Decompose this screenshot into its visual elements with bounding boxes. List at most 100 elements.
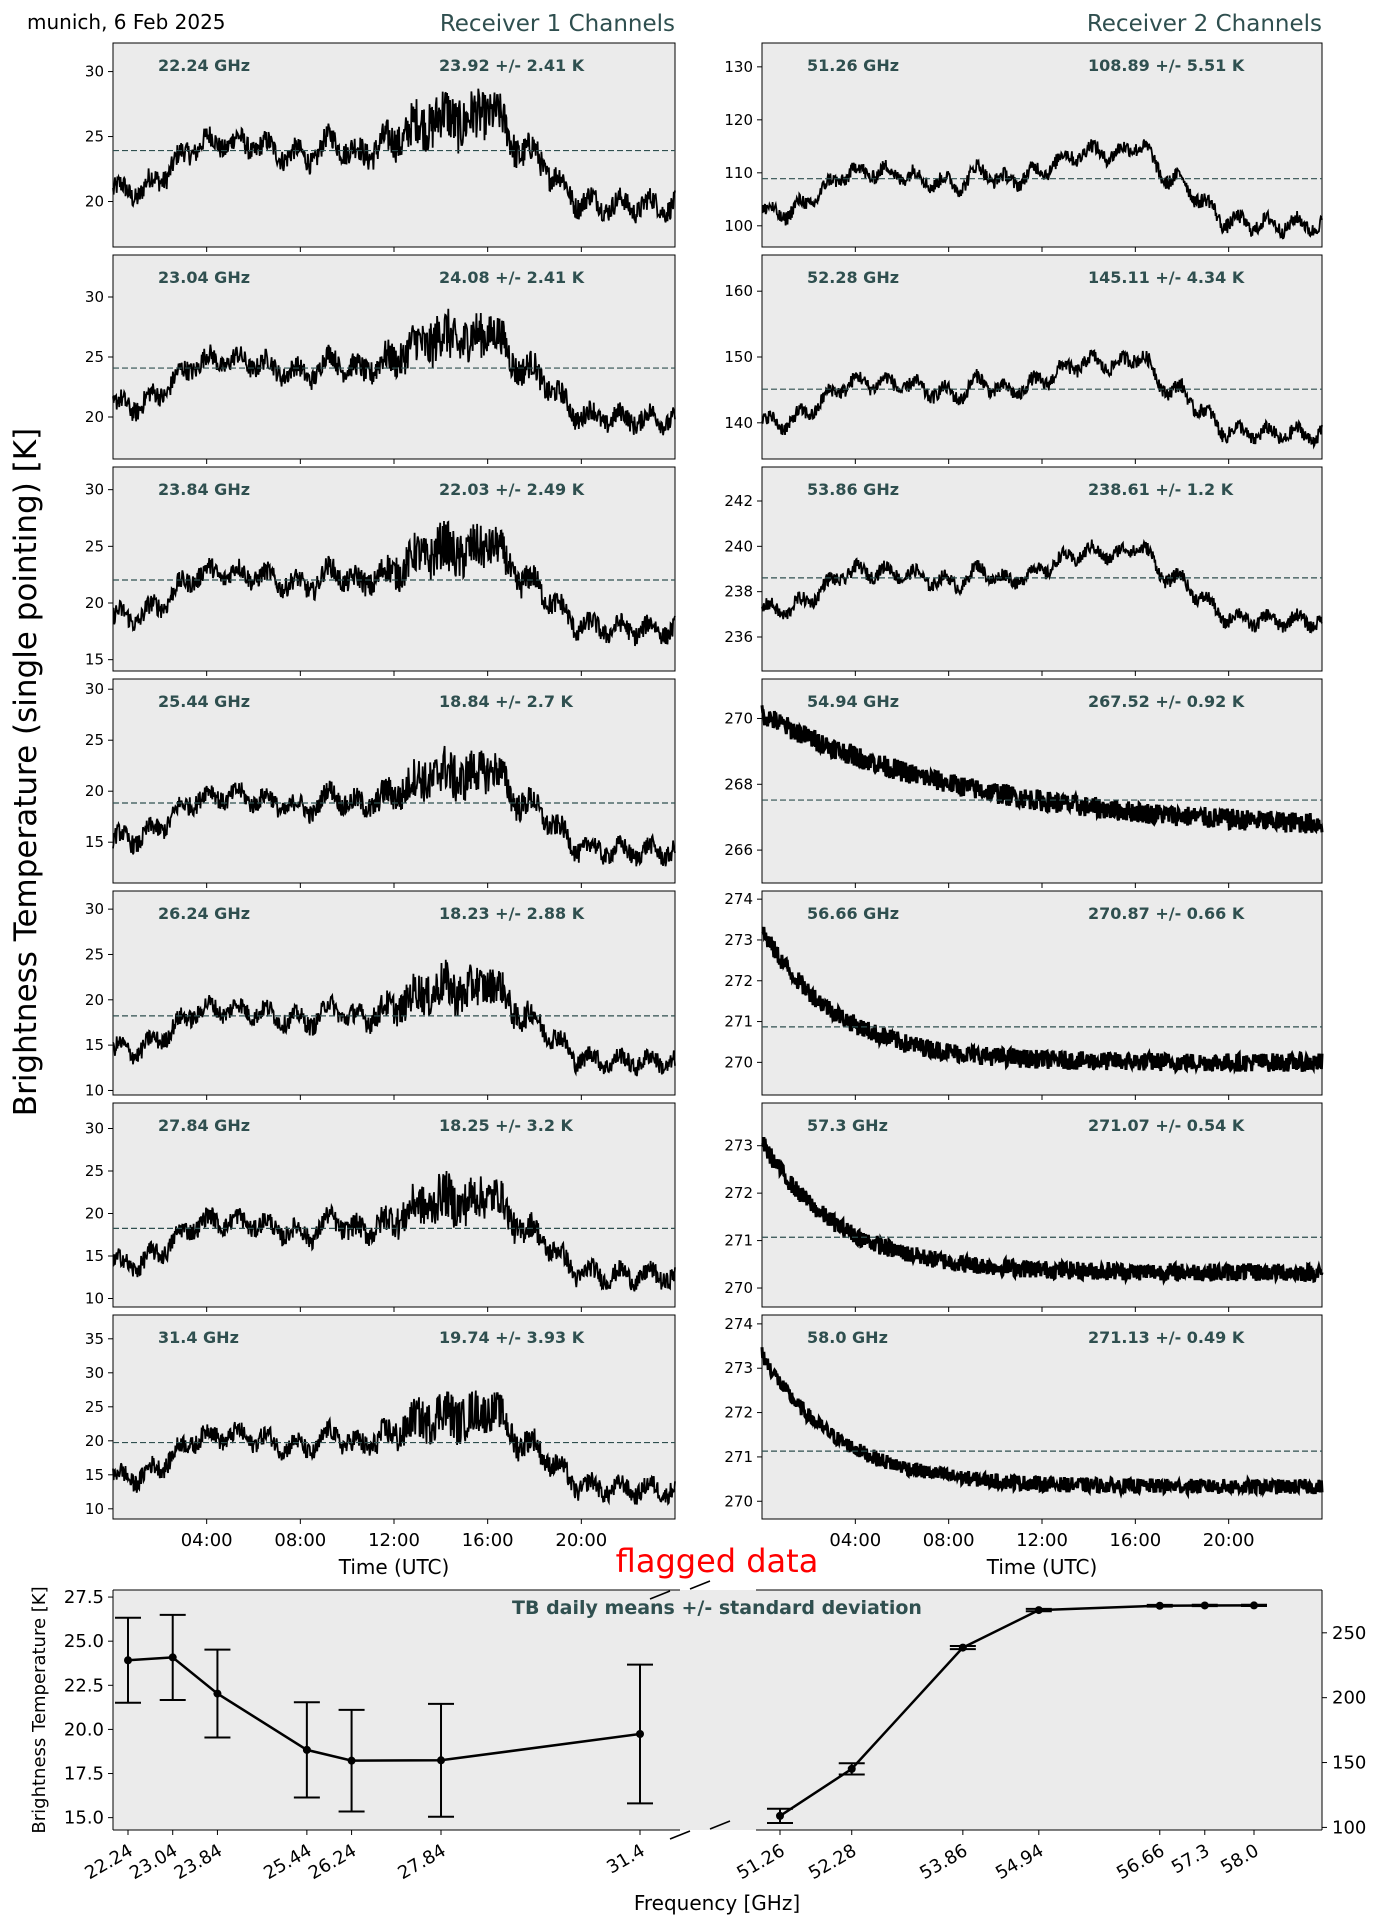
time-tick-label: 08:00 bbox=[923, 1530, 975, 1551]
frequency-label: 54.94 GHz bbox=[807, 692, 899, 711]
y-tick-label: 10 bbox=[85, 1081, 104, 1099]
frequency-label: 56.66 GHz bbox=[807, 904, 899, 923]
time-tick-label: 08:00 bbox=[274, 1530, 326, 1551]
y-tick-label: 20 bbox=[85, 193, 104, 211]
series-line bbox=[760, 1347, 1324, 1500]
y-tick-label: 273 bbox=[724, 931, 753, 949]
series-line bbox=[761, 538, 1323, 635]
panel-1-5: 10 15 20 25 30 27.84 GHz 18.25 +/- 3.2 K bbox=[85, 1102, 676, 1312]
y-tick-label: 110 bbox=[724, 164, 753, 182]
y-tick-label: 15 bbox=[85, 1036, 104, 1054]
stat-label: 145.11 +/- 4.34 K bbox=[1088, 268, 1245, 287]
right-y-tick-label: 200 bbox=[1332, 1688, 1366, 1709]
left-y-tick-label: 27.5 bbox=[64, 1587, 104, 1608]
y-tick-label: 272 bbox=[724, 972, 753, 990]
panel-1-6: 10 15 20 25 30 35 31.4 GHz 19.74 +/- 3.93 K bbox=[85, 1314, 676, 1524]
y-tick-label: 20 bbox=[85, 782, 104, 800]
frequency-label: 51.26 GHz bbox=[807, 56, 899, 75]
timeseries-panels: 20 25 30 22.24 GHz 23.92 +/- 2.41 K 20 25 30 23.… bbox=[85, 42, 1324, 1579]
panel-2-4: 270 271 272 273 274 56.66 GHz 270.87 +/- 0.66 … bbox=[724, 890, 1324, 1100]
y-tick-label: 270 bbox=[724, 1053, 753, 1071]
left-y-tick-label: 22.5 bbox=[64, 1675, 104, 1696]
stat-label: 24.08 +/- 2.41 K bbox=[439, 268, 585, 287]
frequency-label: 26.24 GHz bbox=[158, 904, 250, 923]
axis-break-mark bbox=[709, 1820, 731, 1830]
y-tick-label: 272 bbox=[724, 1184, 753, 1202]
panel-2-2: 236 238 240 242 53.86 GHz 238.61 +/- 1.2 K bbox=[724, 466, 1323, 676]
y-tick-label: 271 bbox=[724, 1448, 753, 1466]
y-tick-label: 30 bbox=[85, 63, 104, 81]
y-tick-label: 274 bbox=[724, 1315, 753, 1333]
y-tick-label: 270 bbox=[724, 1279, 753, 1297]
y-tick-label: 266 bbox=[724, 841, 753, 859]
y-tick-label: 240 bbox=[724, 537, 753, 555]
frequency-axis-label: Frequency [GHz] bbox=[634, 1891, 800, 1915]
summary-ylabel: Brightness Temperature [K] bbox=[29, 1586, 50, 1833]
y-tick-label: 25 bbox=[85, 945, 104, 963]
frequency-label: 53.86 GHz bbox=[807, 480, 899, 499]
y-tick-label: 15 bbox=[85, 1247, 104, 1265]
panel-2-3: 266 268 270 54.94 GHz 267.52 +/- 0.92 K bbox=[724, 678, 1324, 888]
series-line bbox=[761, 139, 1323, 240]
y-tick-label: 15 bbox=[85, 833, 104, 851]
series-line bbox=[112, 1390, 676, 1506]
left-y-tick-label: 20.0 bbox=[64, 1719, 104, 1740]
panel-1-4: 10 15 20 25 30 26.24 GHz 18.23 +/- 2.88 K bbox=[85, 890, 676, 1100]
stat-label: 18.25 +/- 3.2 K bbox=[439, 1116, 574, 1135]
main-ylabel: Brightness Temperature (single pointing)… bbox=[8, 428, 44, 1116]
panel-frame bbox=[112, 678, 676, 884]
series-line bbox=[112, 1170, 676, 1292]
frequency-label: 57.3 GHz bbox=[807, 1116, 888, 1135]
series-line bbox=[112, 88, 676, 224]
y-tick-label: 30 bbox=[85, 481, 104, 499]
y-tick-label: 274 bbox=[724, 890, 753, 908]
right-y-tick-label: 100 bbox=[1332, 1817, 1366, 1838]
y-tick-label: 20 bbox=[85, 1432, 104, 1450]
y-tick-label: 25 bbox=[85, 731, 104, 749]
panel-2-6: 270 271 272 273 274 58.0 GHz 271.13 +/- 0.49 K bbox=[724, 1314, 1324, 1524]
y-tick-label: 30 bbox=[85, 680, 104, 698]
panel-1-2: 15 20 25 30 23.84 GHz 22.03 +/- 2.49 K bbox=[85, 466, 676, 676]
stat-label: 270.87 +/- 0.66 K bbox=[1088, 904, 1245, 923]
y-tick-label: 30 bbox=[85, 288, 104, 306]
y-tick-label: 270 bbox=[724, 709, 753, 727]
stat-label: 267.52 +/- 0.92 K bbox=[1088, 692, 1245, 711]
time-tick-label: 20:00 bbox=[555, 1530, 607, 1551]
mean-point bbox=[124, 1656, 132, 1665]
y-tick-label: 20 bbox=[85, 408, 104, 426]
y-tick-label: 25 bbox=[85, 537, 104, 555]
panel-frame bbox=[761, 42, 1323, 248]
left-y-tick-label: 25.0 bbox=[64, 1631, 104, 1652]
frequency-label: 27.84 GHz bbox=[158, 1116, 250, 1135]
axis-break-mark bbox=[649, 1590, 671, 1600]
y-tick-label: 30 bbox=[85, 900, 104, 918]
time-tick-label: 04:00 bbox=[181, 1530, 233, 1551]
y-tick-label: 140 bbox=[724, 414, 753, 432]
y-tick-label: 242 bbox=[724, 492, 753, 510]
y-tick-label: 120 bbox=[724, 111, 753, 129]
y-tick-label: 35 bbox=[85, 1330, 104, 1348]
panel-2-5: 270 271 272 273 57.3 GHz 271.07 +/- 0.54 K bbox=[724, 1102, 1324, 1312]
stat-label: 18.23 +/- 2.88 K bbox=[439, 904, 585, 923]
y-tick-label: 25 bbox=[85, 1162, 104, 1180]
panel-2-1: 140 150 160 52.28 GHz 145.11 +/- 4.34 K bbox=[724, 254, 1323, 464]
stat-label: 108.89 +/- 5.51 K bbox=[1088, 56, 1245, 75]
time-axis-label: Time (UTC) bbox=[338, 1555, 450, 1579]
y-tick-label: 20 bbox=[85, 1205, 104, 1223]
series-line bbox=[761, 349, 1323, 450]
frequency-label: 22.24 GHz bbox=[158, 56, 250, 75]
series-line bbox=[112, 745, 676, 867]
stat-label: 271.13 +/- 0.49 K bbox=[1088, 1328, 1245, 1347]
frequency-label: 23.84 GHz bbox=[158, 480, 250, 499]
right-y-tick-label: 250 bbox=[1332, 1623, 1366, 1644]
y-tick-label: 25 bbox=[85, 128, 104, 146]
mean-point bbox=[1250, 1601, 1258, 1610]
y-tick-label: 270 bbox=[724, 1492, 753, 1510]
y-tick-label: 273 bbox=[724, 1359, 753, 1377]
panel-1-3: 15 20 25 30 25.44 GHz 18.84 +/- 2.7 K bbox=[85, 678, 676, 888]
time-tick-label: 12:00 bbox=[1016, 1530, 1068, 1551]
series-line bbox=[761, 926, 1324, 1075]
panel-frame bbox=[761, 678, 1323, 884]
y-tick-label: 268 bbox=[724, 775, 753, 793]
